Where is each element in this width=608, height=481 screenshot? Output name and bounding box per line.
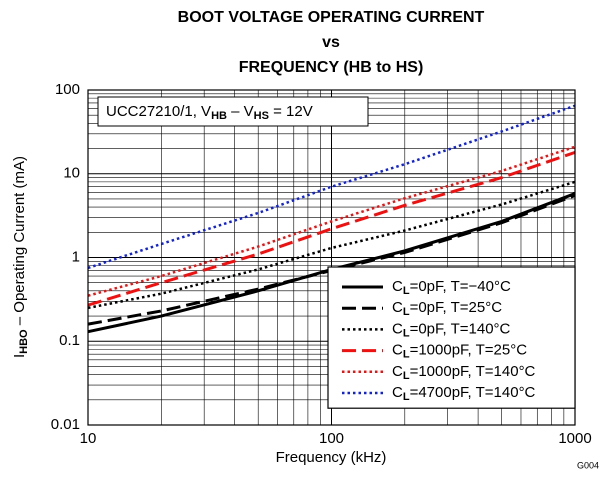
- legend-label-part: L: [403, 306, 410, 318]
- annotation-sub: HB: [211, 110, 227, 122]
- legend-label-part: =1000pF, T=25°C: [410, 342, 528, 359]
- legend-label-part: C: [392, 342, 403, 359]
- legend-label-part: L: [403, 285, 410, 297]
- y-tick-label: 10: [63, 165, 80, 182]
- legend-label: CL=0pF, T=25°C: [392, 299, 502, 318]
- series-line: [87, 145, 576, 297]
- y-label-part: – Operating Current (mA): [11, 156, 28, 329]
- annotation: UCC27210/1, VHB – VHS = 12V: [106, 103, 313, 122]
- x-tick-label: 1000: [558, 430, 591, 447]
- legend-label-part: C: [392, 363, 403, 380]
- legend-box: [327, 266, 576, 409]
- series-line: [87, 104, 576, 270]
- chart-title: BOOT VOLTAGE OPERATING CURRENT: [178, 9, 485, 26]
- annotation-box: [97, 96, 369, 127]
- x-tick-label: 100: [319, 430, 344, 447]
- y-tick-label: 0.01: [51, 416, 80, 433]
- y-tick-label: 100: [55, 81, 80, 98]
- legend-label-part: =0pF, T=−40°C: [410, 278, 511, 295]
- y-label-part: I: [11, 354, 28, 358]
- legend-label: CL=0pF, T=140°C: [392, 320, 511, 339]
- annotation-sub: HS: [254, 110, 269, 122]
- legend-label-part: C: [392, 278, 403, 295]
- y-tick-label: 1: [72, 248, 80, 265]
- legend-label-part: L: [403, 391, 410, 403]
- x-tick-label: 10: [80, 430, 97, 447]
- chart-title: FREQUENCY (HB to HS): [239, 59, 424, 76]
- y-label-sub: HBO: [18, 329, 30, 354]
- legend-label-part: =4700pF, T=140°C: [410, 384, 536, 401]
- plot-frame: [87, 89, 576, 426]
- y-tick-label: 0.1: [59, 332, 80, 349]
- y-axis-label: IHBO – Operating Current (mA): [11, 156, 30, 358]
- legend-label: CL=4700pF, T=140°C: [392, 384, 536, 403]
- legend-label-part: =1000pF, T=140°C: [410, 363, 536, 380]
- legend-label-part: L: [403, 349, 410, 361]
- figure-id: G004: [577, 460, 599, 470]
- legend-label-part: C: [392, 320, 403, 337]
- legend-label: CL=1000pF, T=140°C: [392, 363, 536, 382]
- legend-label: CL=1000pF, T=25°C: [392, 342, 527, 361]
- series-line: [87, 150, 576, 307]
- annotation-part: UCC27210/1, V: [106, 103, 211, 120]
- legend-label: CL=0pF, T=−40°C: [392, 278, 511, 297]
- annotation-part: – V: [227, 103, 254, 120]
- legend-label-part: C: [392, 299, 403, 316]
- annotation-part: = 12V: [269, 103, 313, 120]
- legend-label-part: L: [403, 327, 410, 339]
- chart-title: vs: [322, 34, 340, 51]
- legend-label-part: =0pF, T=140°C: [410, 320, 511, 337]
- x-axis-label: Frequency (kHz): [276, 449, 387, 466]
- legend-label-part: L: [403, 370, 410, 382]
- legend-label-part: =0pF, T=25°C: [410, 299, 503, 316]
- legend-label-part: C: [392, 384, 403, 401]
